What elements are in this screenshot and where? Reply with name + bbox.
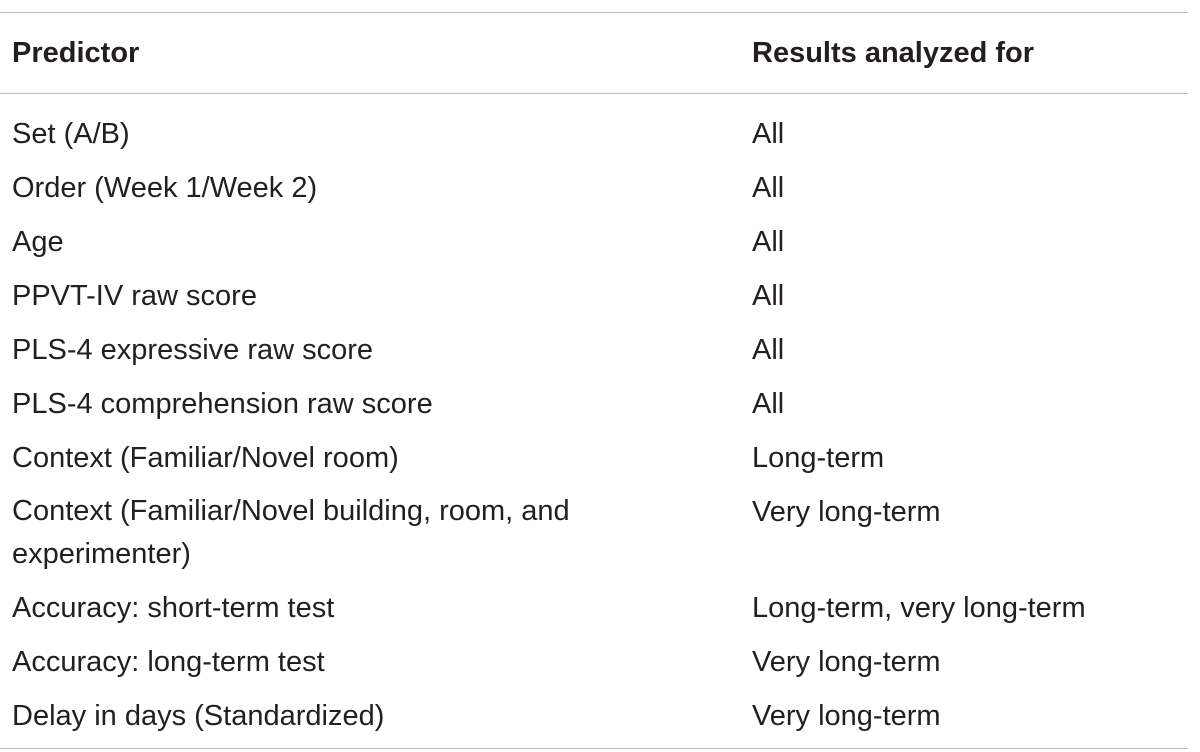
results-cell: All [752,334,785,366]
predictor-cell: PLS-4 expressive raw score [12,334,374,366]
results-cell: Very long-term [752,646,941,678]
predictor-cell: Context (Familiar/Novel room) [12,442,399,474]
results-cell: All [752,388,785,420]
predictor-cell: Order (Week 1/Week 2) [12,172,318,204]
predictor-cell: Accuracy: long-term test [12,646,325,678]
predictor-cell: Set (A/B) [12,118,130,150]
results-cell: All [752,172,785,204]
predictor-cell: PLS-4 comprehension raw score [12,388,433,420]
predictor-cell: Delay in days (Standardized) [12,700,385,732]
table-row: PLS-4 expressive raw score All [0,318,1188,372]
predictor-table: Predictor Results analyzed for Set (A/B)… [0,12,1188,749]
predictor-cell: PPVT-IV raw score [12,280,257,312]
table-header-row: Predictor Results analyzed for [0,12,1188,94]
results-cell: All [752,226,785,258]
table-row: Order (Week 1/Week 2) All [0,156,1188,210]
table-row: Age All [0,210,1188,264]
table-row: Delay in days (Standardized) Very long-t… [0,684,1188,749]
results-cell: Very long-term [752,700,941,732]
table-row: Accuracy: long-term test Very long-term [0,630,1188,684]
table-row: Set (A/B) All [0,94,1188,157]
results-cell: All [752,280,785,312]
results-cell: Long-term [752,442,885,474]
results-cell: Long-term, very long-term [752,592,1086,624]
predictor-cell: Age [12,226,64,258]
results-cell: Very long-term [752,496,941,528]
header-predictor: Predictor [12,36,140,69]
table-row: Context (Familiar/Novel room) Long-term [0,426,1188,480]
predictor-cell: Accuracy: short-term test [12,592,335,624]
results-cell: All [752,118,785,150]
table-row: Accuracy: short-term test Long-term, ver… [0,576,1188,630]
table-row: PPVT-IV raw score All [0,264,1188,318]
table-row: Context (Familiar/Novel building, room, … [0,480,1188,576]
header-results-analyzed-for: Results analyzed for [752,36,1035,69]
table-row: PLS-4 comprehension raw score All [0,372,1188,426]
predictor-cell: Context (Familiar/Novel building, room, … [12,495,570,570]
